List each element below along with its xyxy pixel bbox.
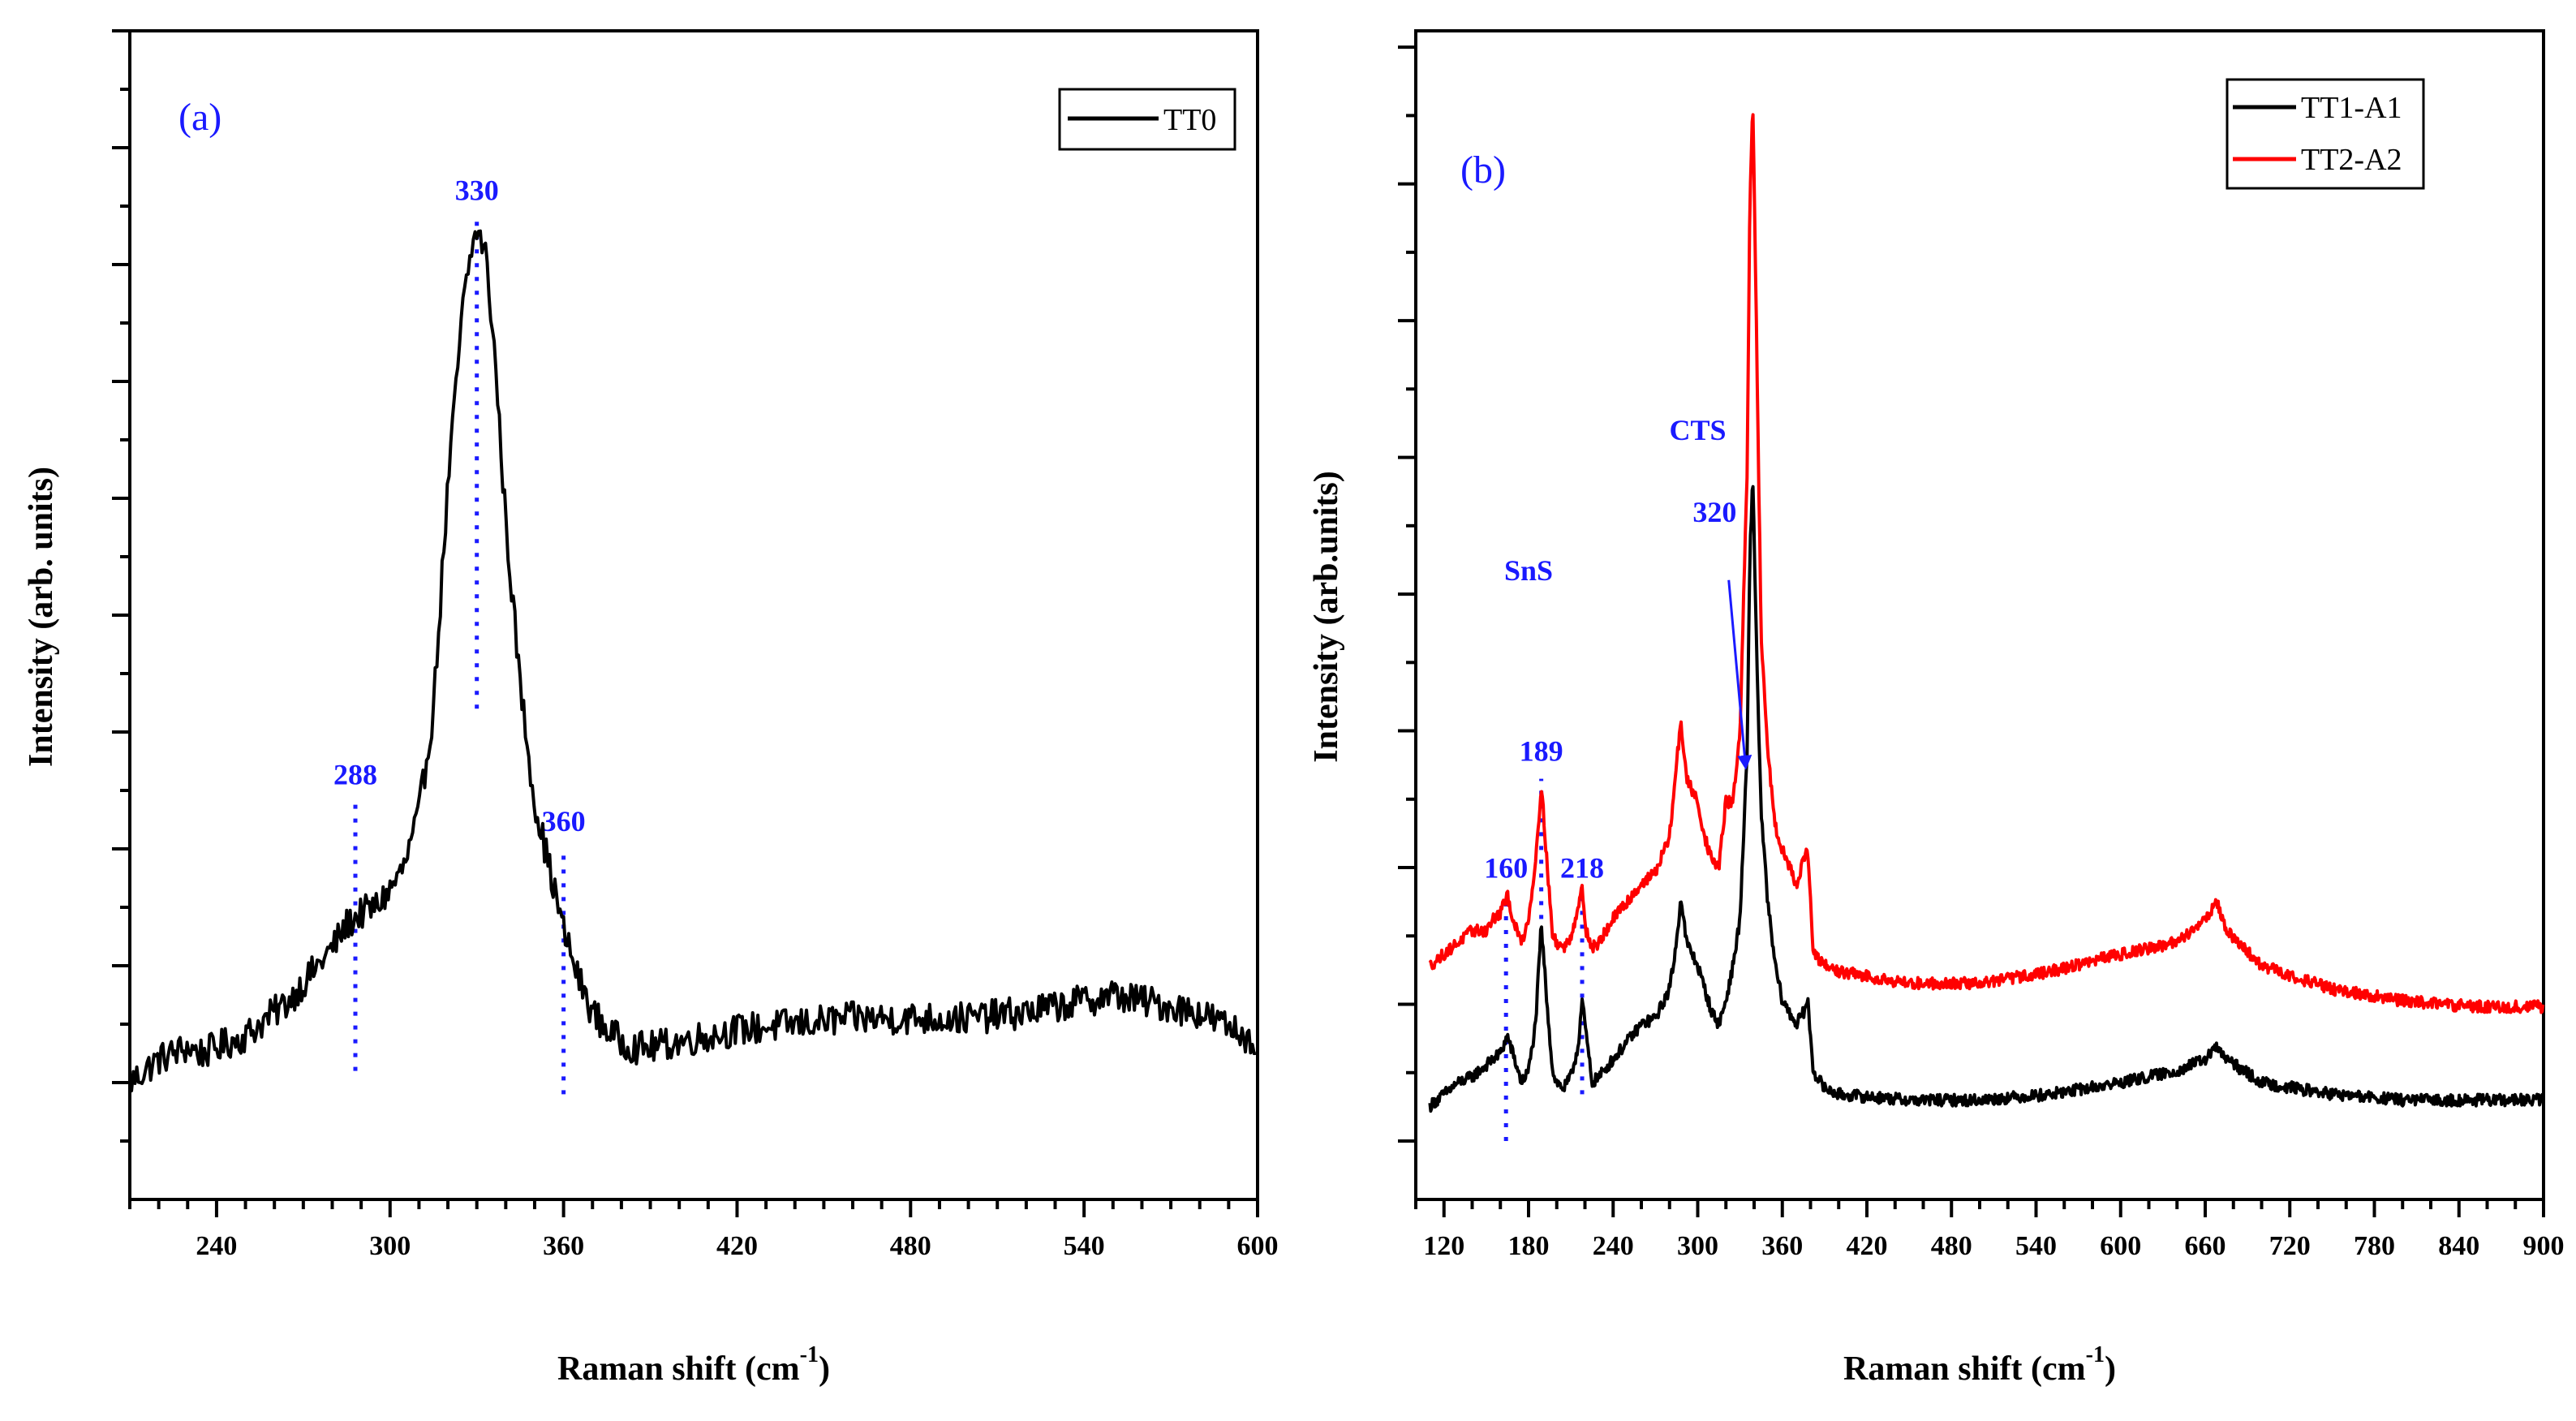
panel-b-legend: TT1-A1 TT2-A2: [2226, 78, 2425, 190]
x-tick-label: 660: [2185, 1231, 2226, 1261]
panel-b-x-axis-title-close: ): [2105, 1350, 2116, 1388]
panel-a-series: [128, 229, 1257, 1093]
peak-marker-label: 189: [1520, 735, 1563, 768]
panel-b-legend-box: [2226, 78, 2425, 190]
panel-b-annotations: 160 189 218: [1484, 735, 1604, 1141]
panel-b-x-axis-title: Raman shift (cm-1): [1843, 1342, 2116, 1388]
legend-label-tt2-a2: TT2-A2: [2301, 143, 2402, 177]
panel-b-label: (b): [1460, 149, 1506, 192]
panel-a-x-axis-title-sup: -1: [800, 1342, 819, 1367]
x-tick-label: 780: [2354, 1231, 2395, 1261]
x-tick-label: 240: [1593, 1231, 1634, 1261]
x-tick-label: 300: [1677, 1231, 1718, 1261]
peak-marker-label: 218: [1560, 852, 1604, 885]
x-tick-label: 540: [2015, 1231, 2057, 1261]
x-tick-label: 720: [2269, 1231, 2311, 1261]
x-tick-label: 540: [1064, 1231, 1105, 1261]
x-tick-label: 420: [716, 1231, 758, 1261]
panel-b-x-axis-title-main: Raman shift (cm: [1843, 1350, 2086, 1388]
x-tick-label: 360: [543, 1231, 584, 1261]
x-tick-label: 900: [2523, 1231, 2565, 1261]
peak-marker-label: 330: [455, 174, 499, 206]
x-tick-label: 480: [890, 1231, 931, 1261]
x-tick-label: 600: [1237, 1231, 1279, 1261]
x-tick-label: 180: [1508, 1231, 1550, 1261]
x-tick-label: 840: [2438, 1231, 2479, 1261]
series-line-tt0: [128, 229, 1257, 1093]
panel-a-x-axis-title-main: Raman shift (cm: [557, 1350, 800, 1388]
panel-a-y-ticks: [112, 29, 130, 1143]
panel-a-legend: TT0: [1058, 88, 1236, 151]
panel-a-annotations: 330 288 360: [333, 174, 586, 1095]
panel-a-label: (a): [178, 96, 221, 139]
panel-b-y-ticks: [1398, 45, 1416, 1143]
legend-label-tt1-a1: TT1-A1: [2301, 91, 2402, 125]
panel-b-series: [1428, 113, 2545, 1113]
panel-b-y-axis-title: Intensity (arb.units): [1308, 471, 1345, 762]
panel-b-x-ticks: 120 180 240 300 360 420 480 540 600 660 720 780 840 9…: [1414, 1199, 2565, 1261]
panel-a-x-ticks: 240 300 360 420 480 540 600: [128, 1199, 1279, 1261]
panel-b-x-axis-title-sup: -1: [2086, 1342, 2105, 1367]
region-label: 320: [1692, 496, 1736, 528]
panel-a-x-axis-title: Raman shift (cm-1): [557, 1342, 830, 1388]
panel-b-text-labels: SnS CTS 320: [1504, 414, 1752, 770]
series-line-tt2-a2: [1428, 113, 2545, 1014]
panel-a-y-axis-title: Intensity (arb. units): [23, 467, 60, 767]
x-tick-label: 480: [1931, 1231, 1972, 1261]
peak-marker-label: 160: [1484, 852, 1528, 885]
x-tick-label: 120: [1423, 1231, 1464, 1261]
peak-marker-label: 288: [333, 758, 377, 790]
region-label: SnS: [1504, 554, 1553, 587]
panel-a-frame: [128, 29, 1259, 1201]
legend-label-tt0: TT0: [1163, 103, 1216, 137]
x-tick-label: 240: [196, 1231, 237, 1261]
x-tick-label: 600: [2100, 1231, 2141, 1261]
panel-b: 120 180 240 300 360 420 480 540 600 660 720 780 840 9…: [1308, 29, 2565, 1388]
panel-a-x-axis-title-close: ): [819, 1350, 830, 1388]
peak-marker-label: 360: [542, 805, 586, 838]
x-tick-label: 300: [369, 1231, 411, 1261]
cts-320-arrow: [1727, 579, 1752, 770]
x-tick-label: 360: [1761, 1231, 1803, 1261]
series-line-tt1-a1: [1428, 484, 2545, 1113]
region-label: CTS: [1669, 414, 1726, 446]
x-tick-label: 420: [1847, 1231, 1888, 1261]
